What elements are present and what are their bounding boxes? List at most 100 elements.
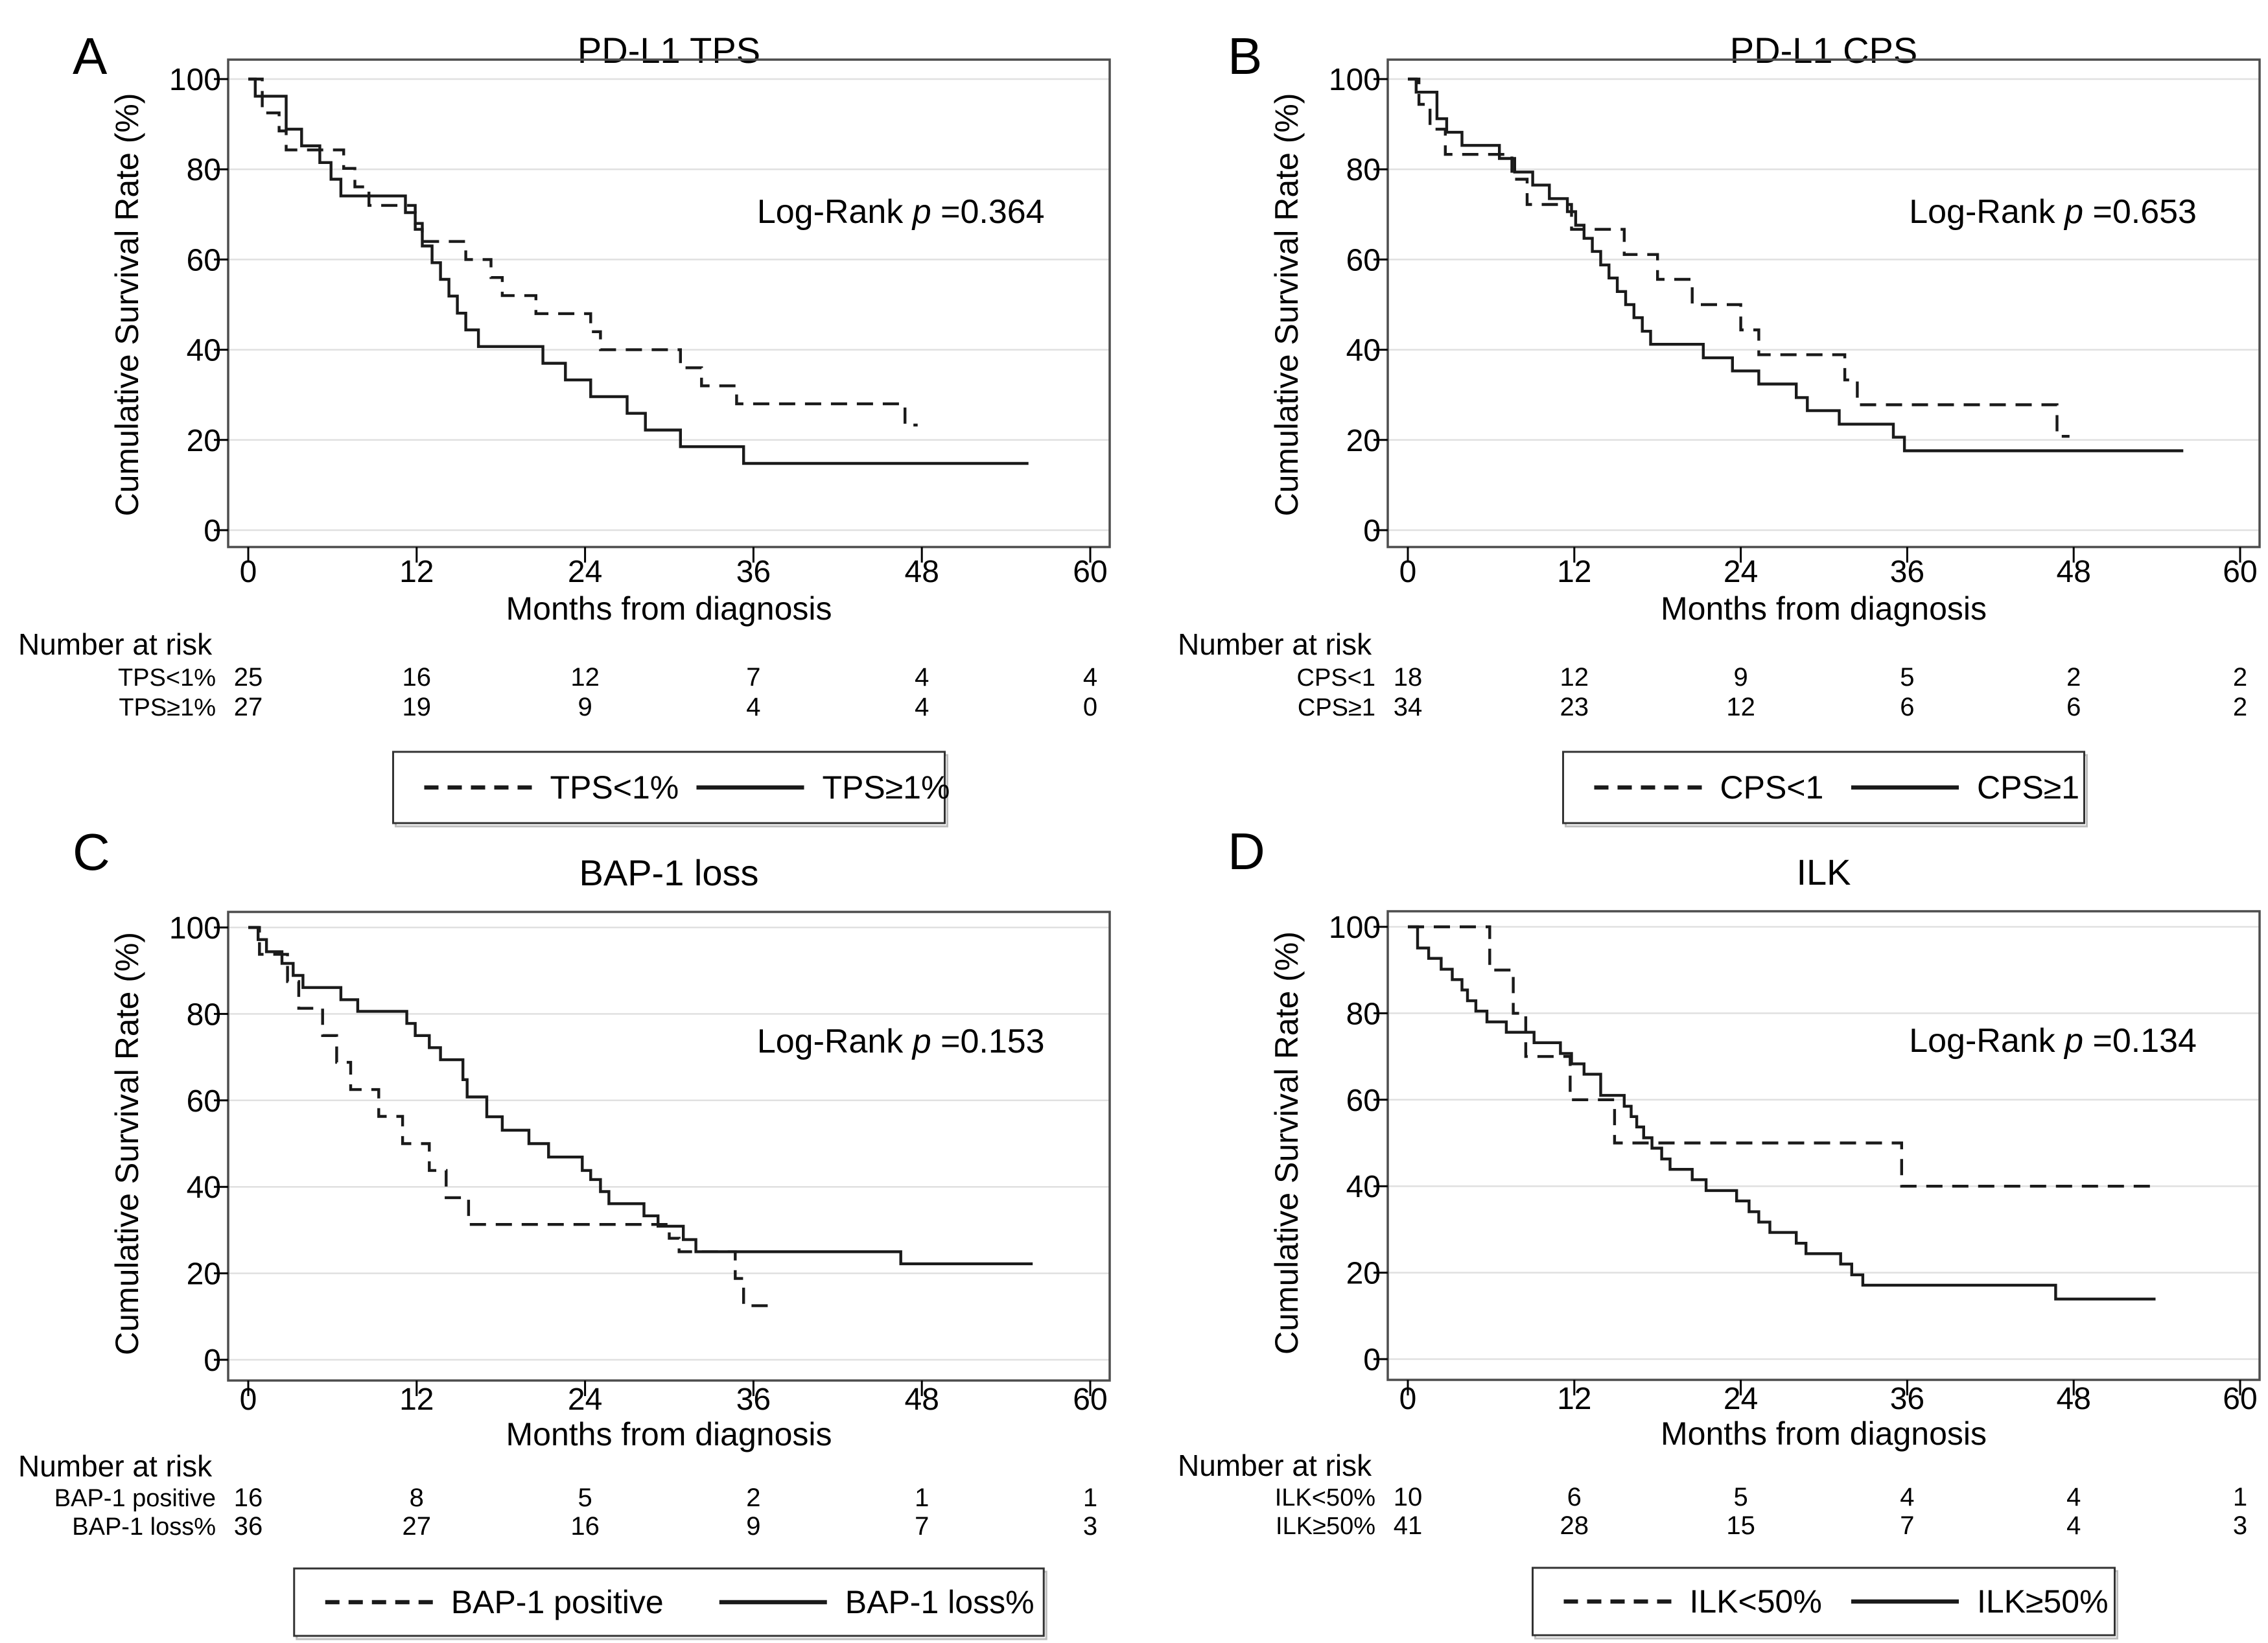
- risk-count: 0: [1083, 693, 1097, 721]
- risk-count: 7: [746, 663, 760, 692]
- risk-row-label: CPS≥1: [1298, 694, 1375, 721]
- risk-count: 23: [1560, 693, 1589, 721]
- km-curve-dashed: [1408, 925, 2156, 1188]
- risk-count: 2: [2233, 693, 2247, 721]
- km-curve-solid: [248, 926, 1033, 1266]
- km-curve-dashed: [1408, 77, 2070, 438]
- panel-letter: D: [1228, 822, 1265, 880]
- x-tick-label: 48: [2057, 555, 2091, 589]
- chart-title: BAP-1 loss: [579, 852, 759, 893]
- risk-count: 12: [1560, 663, 1589, 692]
- x-tick-label: 60: [1073, 1382, 1107, 1417]
- y-tick-label: 0: [204, 1344, 221, 1378]
- x-tick-label: 60: [2223, 555, 2257, 589]
- y-axis-label: Cumulative Survival Rate (%): [1268, 93, 1305, 517]
- risk-count: 2: [746, 1484, 760, 1512]
- panel-b: B PD-L1 CPS 0 20 40 60 80 100 0 12 24 36 48 60 Months …: [1134, 0, 2268, 828]
- risk-count: 3: [2233, 1511, 2247, 1540]
- legend-label: ILK<50%: [1690, 1583, 1822, 1620]
- risk-count: 5: [1733, 1483, 1748, 1511]
- plot-frame: [1386, 910, 2261, 1381]
- y-tick-label: 60: [187, 1084, 221, 1119]
- legend-label: TPS<1%: [550, 769, 679, 806]
- y-tick-label: 0: [1363, 514, 1381, 548]
- risk-count: 4: [2066, 1511, 2081, 1540]
- risk-count: 4: [915, 693, 929, 721]
- y-tick-label: 20: [1346, 1257, 1381, 1291]
- y-tick-label: 40: [187, 1171, 221, 1205]
- panel-c: C BAP-1 loss 0 20 40 60 80 100 0 12 24 36 48 60 Months…: [0, 822, 1134, 1643]
- number-at-risk-header: Number at risk: [18, 1449, 213, 1483]
- risk-count: 16: [570, 1512, 600, 1541]
- panel-a: A PD-L1 TPS 0 20 40 60 80 100 0 12 24 36 48 60 Months …: [0, 0, 1134, 828]
- risk-count: 1: [915, 1484, 929, 1512]
- number-at-risk-header: Number at risk: [1178, 1449, 1372, 1482]
- km-curve-dashed: [248, 77, 918, 426]
- risk-count: 4: [2066, 1483, 2081, 1511]
- y-tick-label: 40: [1346, 1170, 1381, 1204]
- y-tick-label: 20: [187, 1257, 221, 1292]
- x-tick-label: 24: [1724, 555, 1758, 589]
- risk-row-label: TPS≥1%: [119, 694, 216, 721]
- risk-row-label: CPS<1: [1297, 664, 1375, 692]
- chart-title: PD-L1 CPS: [1730, 30, 1917, 71]
- legend-label: ILK≥50%: [1977, 1583, 2109, 1620]
- legend-label: CPS≥1: [1977, 769, 2079, 806]
- panel-letter: C: [73, 823, 110, 881]
- y-tick-label: 40: [187, 334, 221, 368]
- plot-frame: [227, 58, 1111, 548]
- x-tick-label: 36: [1890, 1382, 1924, 1416]
- chart-title: ILK: [1796, 852, 1851, 892]
- x-tick-label: 48: [2057, 1382, 2091, 1416]
- risk-row-label: BAP-1 loss%: [72, 1513, 216, 1541]
- y-axis-label: Cumulative Survival Rate (%): [109, 932, 145, 1355]
- x-tick-label: 36: [736, 555, 771, 589]
- y-tick-label: 100: [169, 63, 221, 97]
- risk-count: 9: [746, 1512, 760, 1541]
- risk-row-label: TPS<1%: [118, 664, 216, 692]
- risk-count: 7: [1900, 1511, 1914, 1540]
- y-tick-label: 60: [1346, 243, 1381, 277]
- risk-count: 16: [234, 1484, 263, 1512]
- risk-count: 7: [915, 1512, 929, 1541]
- risk-count: 15: [1726, 1511, 1755, 1540]
- legend-label: CPS<1: [1720, 769, 1824, 806]
- risk-count: 3: [1083, 1512, 1097, 1541]
- risk-count: 4: [915, 663, 929, 692]
- y-axis-label: Cumulative Survival Rate (%): [1268, 931, 1305, 1355]
- x-tick-label: 0: [1399, 555, 1417, 589]
- log-rank-p-value: Log-Rank p =0.653: [1909, 193, 2197, 231]
- x-axis-label: Months from diagnosis: [506, 590, 832, 627]
- number-at-risk-header: Number at risk: [18, 627, 213, 661]
- y-tick-label: 0: [1363, 1343, 1381, 1377]
- km-curve-solid: [1408, 77, 2184, 452]
- log-rank-p-value: Log-Rank p =0.134: [1909, 1022, 2197, 1060]
- km-chart-b: B PD-L1 CPS 0 20 40 60 80 100 0 12 24 36 48 60 Months …: [1178, 27, 2261, 828]
- risk-count: 6: [2066, 693, 2081, 721]
- risk-count: 1: [2233, 1483, 2247, 1511]
- x-tick-label: 12: [399, 1382, 434, 1417]
- y-tick-label: 100: [1329, 911, 1381, 945]
- risk-count: 25: [234, 663, 263, 692]
- risk-count: 34: [1394, 693, 1423, 721]
- x-tick-label: 48: [905, 1382, 939, 1417]
- plot-frame: [227, 911, 1111, 1382]
- risk-row-label: ILK≥50%: [1276, 1513, 1375, 1540]
- y-tick-label: 60: [187, 243, 221, 277]
- y-tick-label: 80: [187, 153, 221, 187]
- y-tick-label: 100: [169, 911, 221, 946]
- panel-letter: B: [1228, 27, 1262, 85]
- km-curve-dashed: [248, 926, 773, 1307]
- risk-count: 5: [1900, 663, 1914, 692]
- chart-title: PD-L1 TPS: [578, 30, 760, 71]
- y-tick-label: 100: [1329, 63, 1381, 97]
- risk-count: 9: [1733, 663, 1748, 692]
- risk-row-label: BAP-1 positive: [54, 1485, 216, 1512]
- x-tick-label: 0: [240, 1382, 257, 1417]
- x-tick-label: 60: [1073, 555, 1107, 589]
- y-tick-label: 0: [204, 514, 221, 548]
- x-tick-label: 24: [568, 1382, 602, 1417]
- y-tick-label: 40: [1346, 334, 1381, 368]
- risk-count: 4: [1900, 1483, 1914, 1511]
